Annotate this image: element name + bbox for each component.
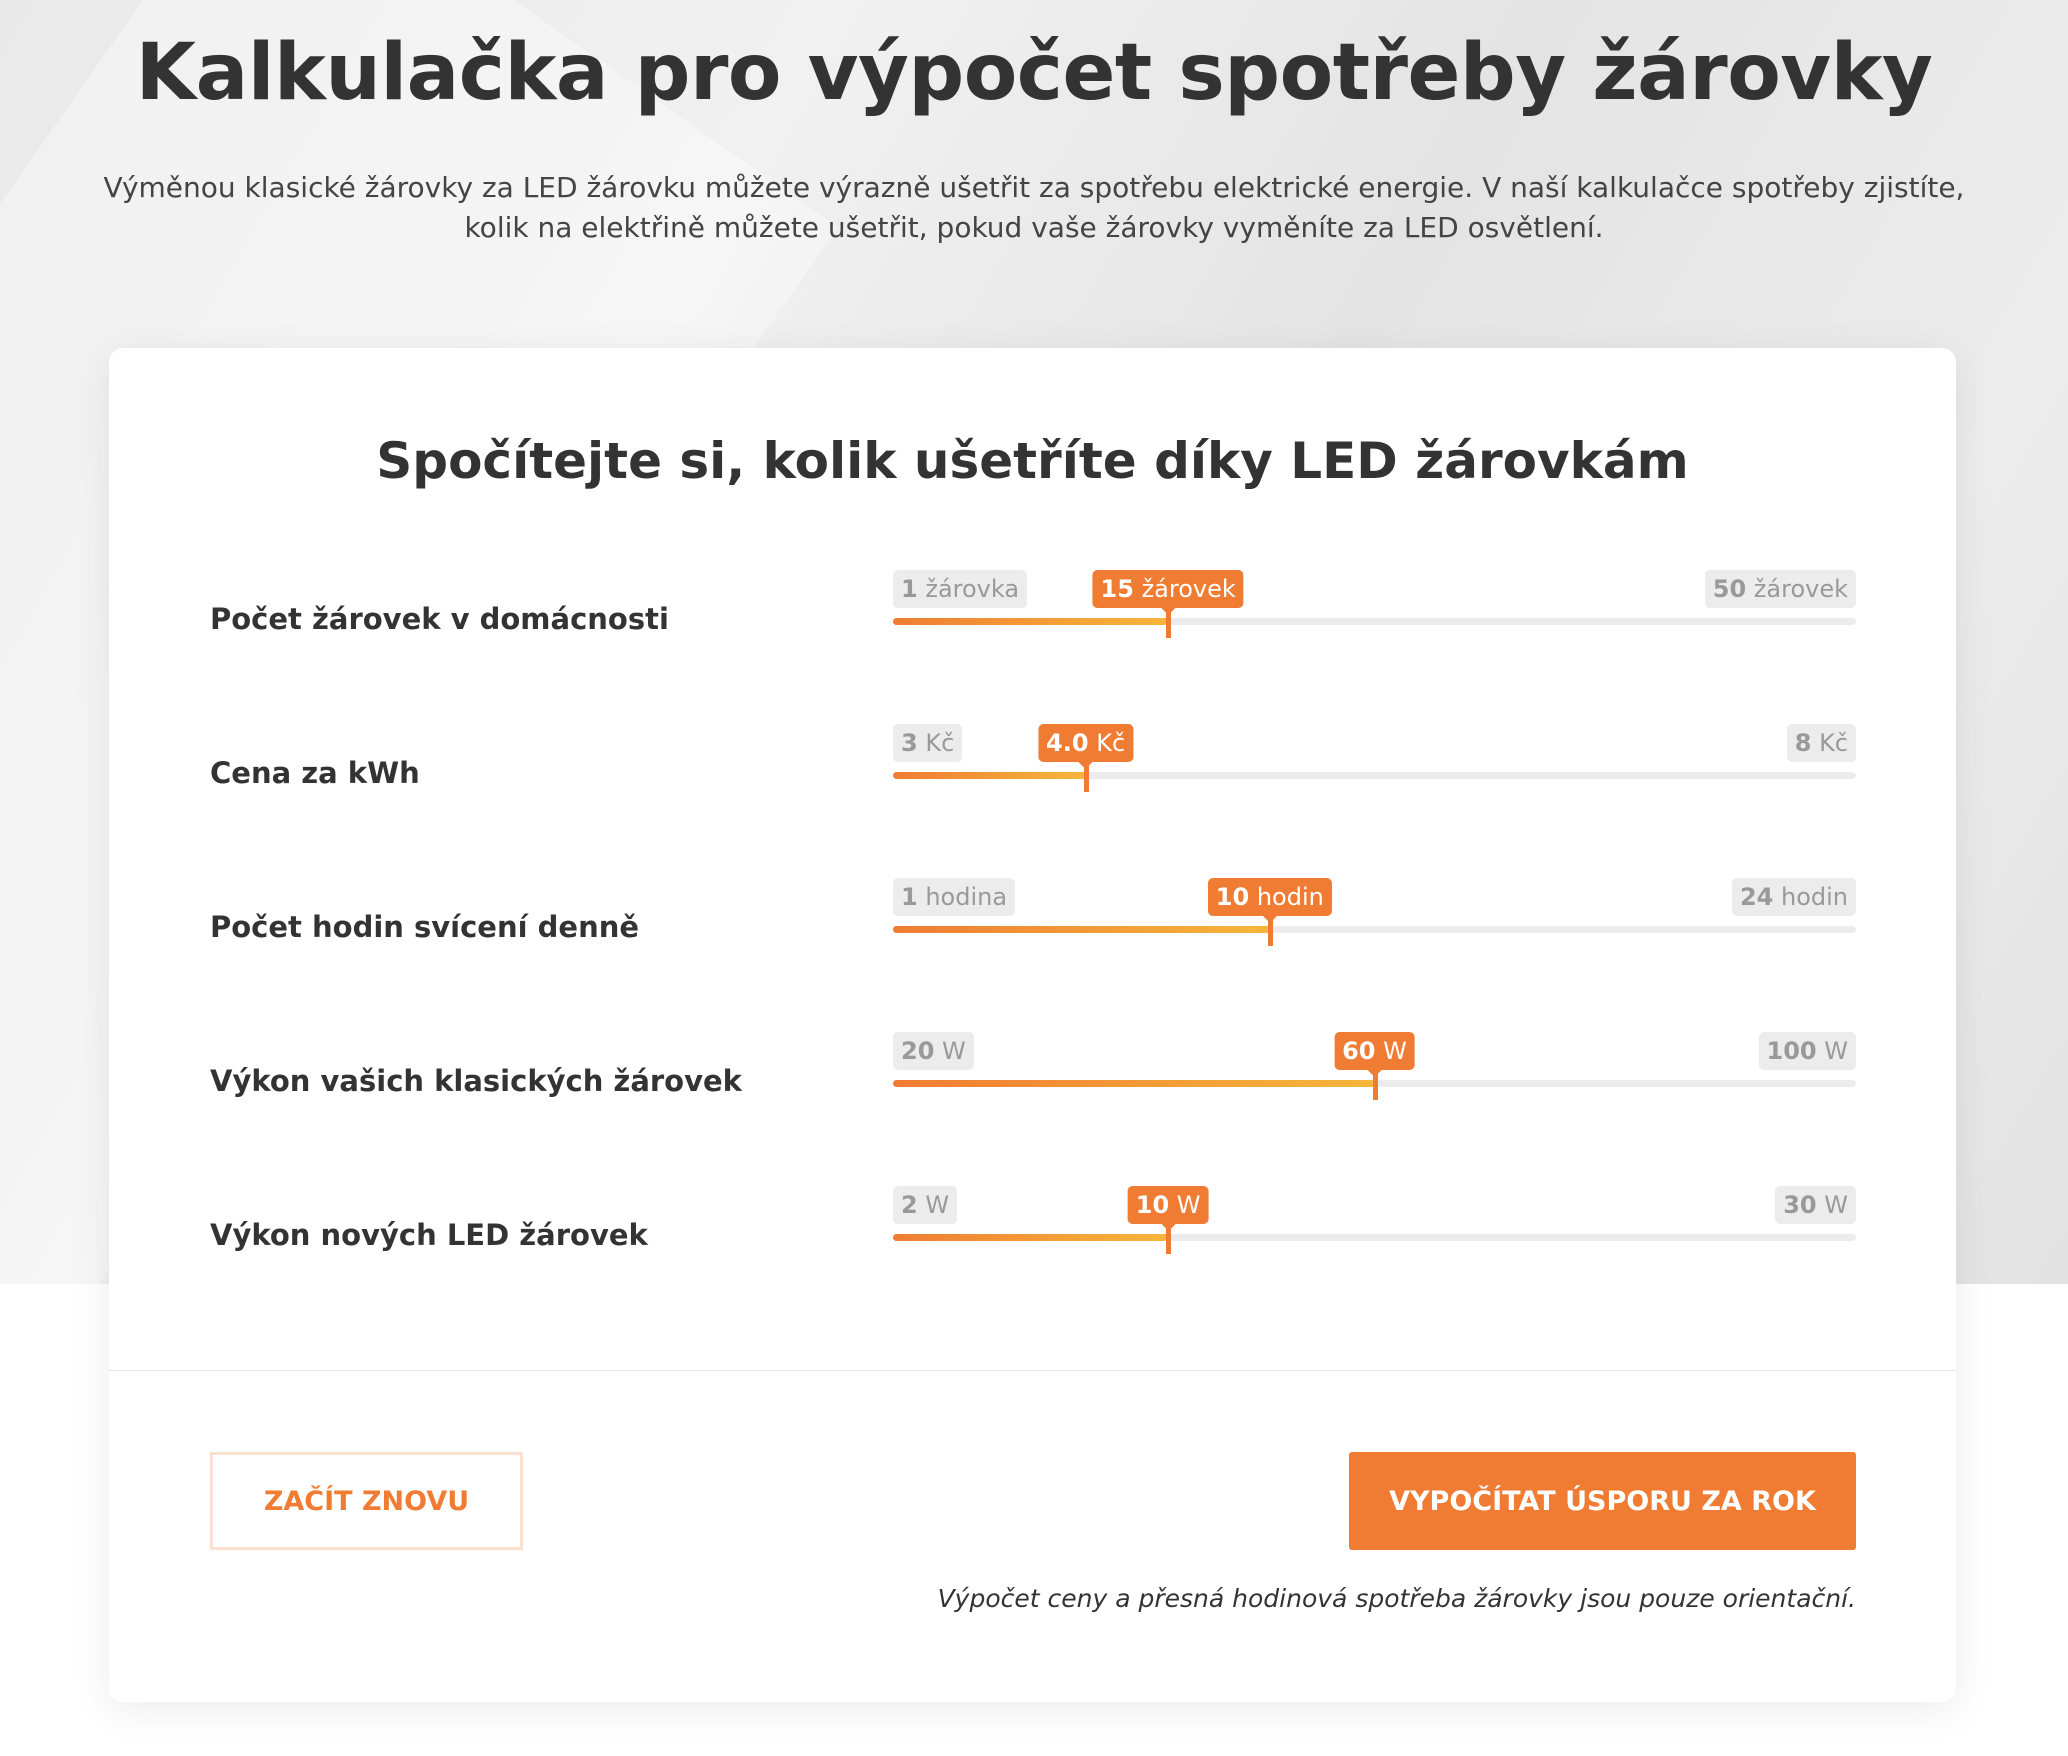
min-value: 20 [901,1037,935,1065]
min-badge: 1 žárovka [893,570,1028,608]
slider-track[interactable] [893,913,1856,946]
slider-track[interactable] [893,1067,1856,1100]
slider-row: Výkon vašich klasických žárovek 20 W 60 … [109,1032,1956,1160]
slider-track[interactable] [893,759,1856,792]
current-value: 4.0 [1046,729,1089,757]
value-badge: 15 žárovek [1092,570,1244,615]
max-badge: 8 Kč [1786,724,1856,762]
max-unit: W [1824,1191,1848,1219]
max-badge: 30 W [1775,1186,1856,1224]
min-unit: W [942,1037,966,1065]
slider-handle[interactable] [1166,605,1172,638]
slider-track[interactable] [893,1221,1856,1254]
page-subtitle: Výměnou klasické žárovky za LED žárovku … [103,171,1965,244]
value-badge: 10 W [1127,1186,1209,1231]
slider-row: Počet žárovek v domácnosti 1 žárovka 15 … [109,570,1956,698]
calculator-card: Spočítejte si, kolik ušetříte díky LED ž… [109,348,1956,1702]
slider-row: Cena za kWh 3 Kč 4.0 Kč 8 Kč [109,724,1956,852]
value-badge: 60 W [1334,1032,1415,1077]
max-value: 8 [1794,729,1812,757]
range-slider[interactable]: 3 Kč 4.0 Kč 8 Kč [893,724,1856,824]
current-value: 10 [1135,1191,1170,1219]
max-unit: W [1824,1037,1848,1065]
reset-button[interactable]: ZAČÍT ZNOVU [210,1452,523,1550]
max-unit: žárovek [1753,575,1848,603]
slider-label: Počet žárovek v domácnosti [210,602,669,636]
slider-fill [893,1080,1375,1087]
value-badge: 10 hodin [1207,878,1332,923]
value-badge: 4.0 Kč [1038,724,1134,769]
slider-row: Počet hodin svícení denně 1 hodina 10 ho… [109,878,1956,1006]
slider-fill [893,618,1169,625]
slider-handle[interactable] [1166,1221,1172,1254]
max-badge: 100 W [1758,1032,1856,1070]
min-badge: 20 W [893,1032,974,1070]
slider-fill [893,1234,1169,1241]
max-value: 30 [1783,1191,1817,1219]
page-title: Kalkulačka pro výpočet spotřeby žárovky [135,28,1933,118]
max-badge: 50 žárovek [1704,570,1856,608]
slider-row: Výkon nových LED žárovek 2 W 10 W 30 W [109,1186,1956,1314]
current-value: 60 [1342,1037,1376,1065]
slider-label: Cena za kWh [210,756,420,790]
max-value: 100 [1766,1037,1817,1065]
range-slider[interactable]: 2 W 10 W 30 W [893,1186,1856,1286]
value-unit: W [1176,1191,1201,1219]
range-slider[interactable]: 20 W 60 W 100 W [893,1032,1856,1132]
slider-track[interactable] [893,605,1856,638]
max-unit: hodin [1780,883,1848,911]
min-value: 1 [901,575,918,603]
max-value: 24 [1739,883,1774,911]
min-value: 1 [901,883,918,911]
slider-fill [893,772,1086,779]
min-badge: 1 hodina [893,878,1016,916]
max-value: 50 [1712,575,1747,603]
slider-label: Výkon nových LED žárovek [210,1218,648,1252]
disclaimer-note: Výpočet ceny a přesná hodinová spotřeba … [937,1584,1856,1613]
slider-fill [893,926,1270,933]
current-value: 10 [1215,883,1250,911]
value-unit: W [1383,1037,1407,1065]
min-unit: žárovka [925,575,1020,603]
min-unit: hodina [925,883,1008,911]
divider [109,1370,1956,1371]
calculator-title: Spočítejte si, kolik ušetříte díky LED ž… [376,432,1689,490]
slider-handle[interactable] [1372,1067,1378,1100]
slider-label: Výkon vašich klasických žárovek [210,1064,742,1098]
calculate-button[interactable]: VYPOČÍTAT ÚSPORU ZA ROK [1349,1452,1856,1550]
value-unit: Kč [1096,729,1126,757]
slider-label: Počet hodin svícení denně [210,910,640,944]
min-value: 2 [901,1191,918,1219]
min-unit: Kč [925,729,955,757]
min-unit: W [925,1191,950,1219]
slider-handle[interactable] [1267,913,1273,946]
range-slider[interactable]: 1 žárovka 15 žárovek 50 žárovek [893,570,1856,670]
max-badge: 24 hodin [1731,878,1856,916]
range-slider[interactable]: 1 hodina 10 hodin 24 hodin [893,878,1856,978]
min-badge: 2 W [893,1186,958,1224]
max-unit: Kč [1819,729,1848,757]
min-value: 3 [901,729,918,757]
value-unit: žárovek [1141,575,1236,603]
value-unit: hodin [1256,883,1324,911]
slider-handle[interactable] [1083,759,1089,792]
min-badge: 3 Kč [893,724,963,762]
current-value: 15 [1100,575,1134,603]
